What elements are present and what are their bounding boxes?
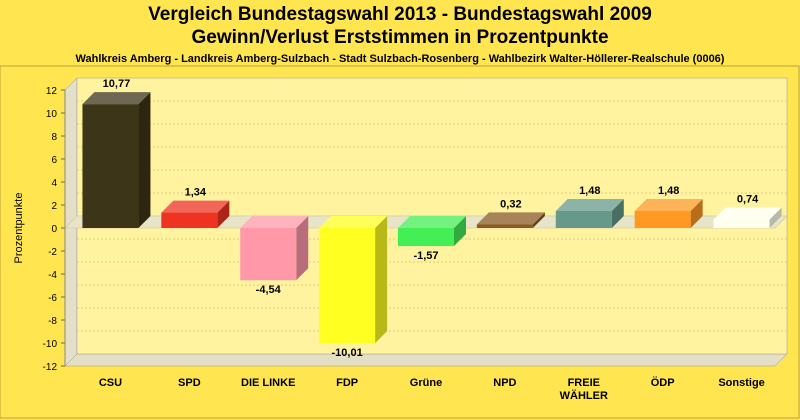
bar-front bbox=[713, 219, 770, 228]
bar-top bbox=[161, 200, 230, 213]
data-label: 1,34 bbox=[185, 187, 207, 199]
chart-caption: Wahlkreis Amberg - Landkreis Amberg-Sulz… bbox=[75, 53, 725, 65]
bar-front bbox=[319, 228, 376, 344]
bar-top bbox=[476, 212, 545, 225]
bar-top bbox=[398, 216, 466, 228]
x-tick-label: FDP bbox=[336, 377, 358, 389]
gridlines: 12 10 8 6 4 2 0 -2 -4 -6 -8 -10 -12 bbox=[43, 77, 787, 373]
plot-floor bbox=[64, 353, 788, 367]
y-tick-label: 8 bbox=[51, 132, 57, 143]
y-tick-label: 12 bbox=[46, 86, 58, 97]
bar-grüne bbox=[398, 216, 466, 247]
bar-top bbox=[634, 198, 703, 211]
bar-side bbox=[532, 212, 545, 228]
x-tick-label: Sonstige bbox=[718, 377, 764, 389]
y-tick-label: 0 bbox=[51, 224, 57, 235]
data-label: 0,74 bbox=[737, 193, 759, 205]
bar-top bbox=[555, 198, 624, 211]
bar-side bbox=[138, 92, 151, 229]
y-tick-label: -10 bbox=[43, 339, 58, 350]
bar-top bbox=[319, 216, 388, 228]
bar-front bbox=[634, 210, 691, 228]
data-label: -4,54 bbox=[256, 284, 282, 296]
bar-fdp bbox=[319, 216, 388, 344]
data-label: 1,48 bbox=[658, 185, 679, 197]
bar-front bbox=[240, 228, 297, 281]
bar-side bbox=[769, 207, 782, 228]
bar-ödp bbox=[634, 198, 703, 228]
x-tick-label: Grüne bbox=[410, 377, 442, 389]
bar-side bbox=[217, 200, 230, 228]
bar-front bbox=[161, 212, 218, 228]
y-tick-label: -8 bbox=[48, 316, 57, 327]
x-tick-label: NPD bbox=[493, 377, 516, 389]
x-tick-label: DIE LINKE bbox=[241, 377, 295, 389]
y-tick-label: 2 bbox=[51, 201, 57, 212]
bar-spd bbox=[161, 200, 230, 228]
bar-freie-wähler bbox=[555, 198, 624, 228]
bar-front bbox=[555, 210, 612, 228]
bar-top bbox=[82, 92, 151, 105]
bar-side bbox=[375, 216, 388, 344]
x-tick-label: SPD bbox=[178, 377, 201, 389]
bar-die-linke bbox=[240, 216, 309, 281]
y-tick-label: -12 bbox=[43, 362, 58, 373]
bar-front bbox=[398, 228, 454, 247]
y-tick-label: -4 bbox=[48, 270, 57, 281]
bar-top bbox=[713, 207, 782, 220]
bar-side bbox=[611, 198, 624, 228]
data-label: -1,57 bbox=[413, 250, 438, 262]
bar-side bbox=[690, 198, 703, 228]
y-tick-label: 6 bbox=[51, 155, 57, 166]
bar-front bbox=[82, 104, 139, 228]
bar-sonstige bbox=[713, 207, 782, 228]
chart-subtitle: Gewinn/Verlust Erststimmen in Prozentpun… bbox=[191, 27, 609, 48]
y-tick-label: 10 bbox=[46, 109, 58, 120]
y-tick-label: 4 bbox=[51, 178, 57, 189]
x-tick-label: ÖDP bbox=[651, 376, 675, 389]
data-label: 0,32 bbox=[500, 198, 521, 210]
x-tick-label: FREIE WÄHLER bbox=[560, 377, 608, 402]
chart-title: Vergleich Bundestagswahl 2013 - Bundesta… bbox=[148, 4, 652, 25]
bar-side bbox=[296, 216, 309, 281]
y-axis-label: Prozentpunkte bbox=[13, 193, 25, 264]
data-label: 10,77 bbox=[103, 78, 131, 90]
bar-csu bbox=[82, 92, 151, 229]
bar-top bbox=[240, 216, 309, 228]
bar-front bbox=[476, 224, 533, 228]
bar-npd bbox=[476, 212, 545, 228]
x-tick-label: CSU bbox=[99, 377, 122, 389]
data-label: -10,01 bbox=[332, 347, 363, 359]
data-label: 1,48 bbox=[579, 185, 600, 197]
y-tick-label: -2 bbox=[48, 247, 57, 258]
chart-frame bbox=[0, 65, 800, 419]
y-tick-label: -6 bbox=[48, 293, 57, 304]
bar-side bbox=[454, 216, 466, 247]
